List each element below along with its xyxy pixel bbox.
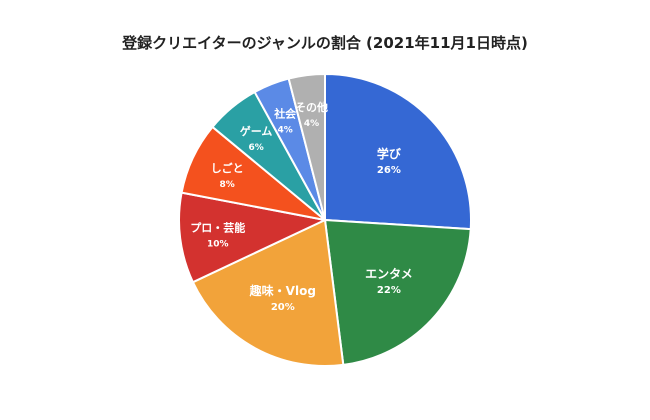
slice-label-3: プロ・芸能 [190,221,245,235]
slice-value-0: 26% [377,165,401,176]
chart-title: 登録クリエイターのジャンルの割合 (2021年11月1日時点) [122,34,528,52]
slice-value-6: 4% [278,126,293,136]
slice-label-2: 趣味・Vlog [249,283,316,298]
slice-label-0: 学び [377,146,402,161]
slice-value-4: 8% [220,180,235,190]
pie-slice-7 [287,73,326,221]
pie-slice-3 [178,191,326,284]
pie-slice-2 [191,219,345,367]
pie-slice-1 [324,219,472,366]
slice-value-2: 20% [271,302,295,313]
pie-slices [178,73,472,367]
slice-label-1: エンタメ [365,267,413,281]
slice-value-3: 10% [207,240,229,250]
slice-label-5: ゲーム [240,124,273,138]
slice-labels: 学び 26% エンタメ 22% 趣味・Vlog 20% プロ・芸能 10% しごと 8% ゲーム 6%… [190,100,412,313]
slice-label-4: しごと [211,161,244,175]
slice-value-7: 4% [304,119,319,129]
slice-label-7: その他 [295,100,328,114]
slice-label-6: 社会 [273,107,297,121]
pie-slice-0 [324,73,472,231]
slice-value-1: 22% [377,285,401,296]
slice-value-5: 6% [248,143,263,153]
